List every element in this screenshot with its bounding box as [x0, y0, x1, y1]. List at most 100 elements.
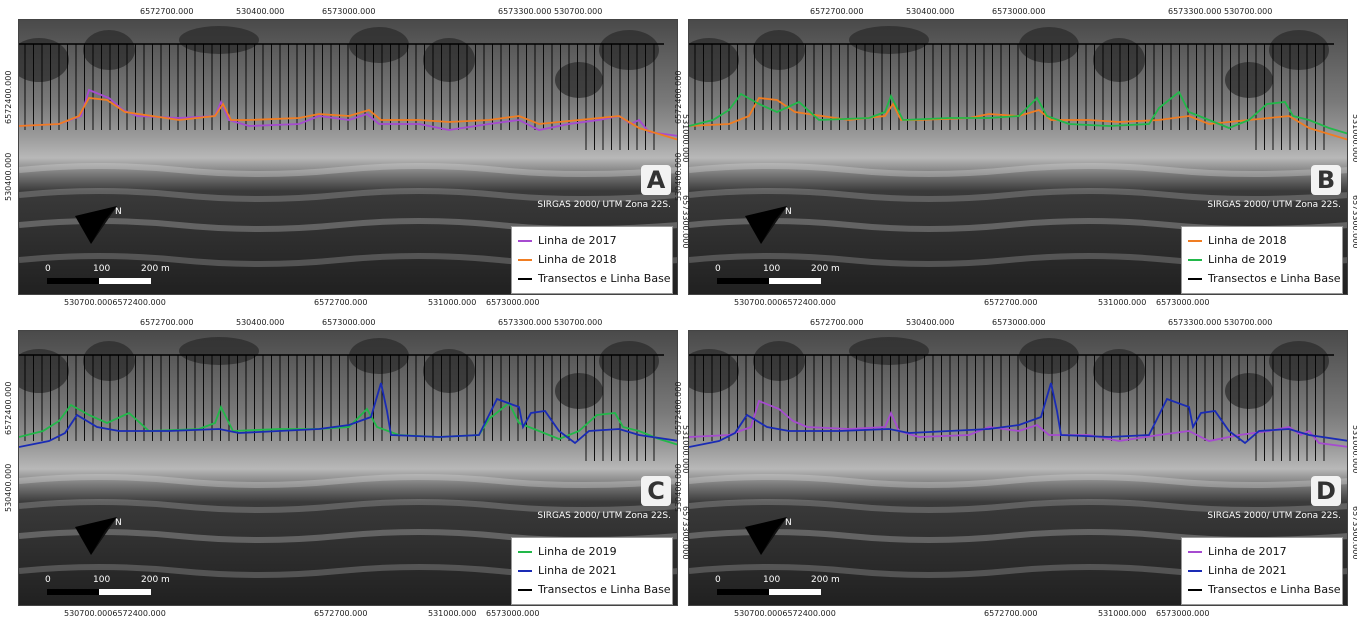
scale-label: 0	[45, 264, 51, 274]
north-arrow-icon: N	[75, 517, 122, 555]
coord-tick-bottom: 6572700.000	[314, 609, 368, 618]
legend-item: Linha de 2019	[518, 542, 666, 561]
coord-tick-top: 530400.000	[236, 318, 285, 327]
coord-tick-top: 6573300.000 530700.000	[1168, 318, 1273, 327]
vegetation-patch	[179, 337, 259, 365]
legend-swatch	[1188, 258, 1202, 261]
surf-band	[19, 474, 677, 488]
scale-label: 100	[763, 264, 781, 274]
coord-tick-bottom: 6573000.000	[486, 298, 540, 307]
scale-label: 200 m	[141, 575, 170, 585]
scale-label: 100	[93, 264, 111, 274]
coord-tick-bottom: 531000.000	[428, 298, 477, 307]
coord-tick-left: 6572400.000	[674, 70, 683, 124]
legend-swatch	[1188, 550, 1202, 553]
crs-label: SIRGAS 2000/ UTM Zona 22S.	[537, 511, 671, 521]
north-arrow-icon: N	[745, 206, 792, 244]
legend-label: Transectos e Linha Base	[1208, 272, 1341, 285]
vegetation-patch	[555, 373, 603, 409]
svg-text:N: N	[785, 518, 792, 528]
legend: Linha de 2018 Linha de 2019 Transectos e L…	[1181, 226, 1343, 294]
vegetation-patch	[1019, 27, 1079, 63]
crs-label: SIRGAS 2000/ UTM Zona 22S.	[1207, 200, 1341, 210]
coord-tick-top: 6572700.000	[810, 318, 864, 327]
legend-item: Linha de 2021	[1188, 561, 1336, 580]
north-arrow-icon: N	[75, 206, 122, 244]
coord-tick-bottom: 530700.0006572400.000	[64, 609, 166, 618]
scale-bar	[47, 278, 151, 284]
scale-bar	[717, 278, 821, 284]
legend-item: Transectos e Linha Base	[1188, 269, 1341, 288]
legend-label: Linha de 2017	[538, 234, 617, 247]
vegetation-patch	[1093, 349, 1145, 393]
coord-tick-top: 6573000.000	[322, 318, 376, 327]
panel-letter: C	[641, 476, 671, 506]
surf-band	[19, 188, 677, 202]
legend-swatch	[518, 258, 532, 261]
vegetation-patch	[753, 30, 805, 70]
vegetation-patch	[849, 26, 929, 54]
surf-band	[689, 188, 1347, 202]
legend-swatch	[1188, 588, 1202, 591]
legend-item: Transectos e Linha Base	[518, 580, 671, 599]
coord-tick-bottom: 6573000.000	[486, 609, 540, 618]
coord-tick-top: 6573300.000 530700.000	[498, 318, 603, 327]
legend-swatch	[1188, 239, 1202, 242]
vegetation-patch	[689, 38, 739, 82]
coord-tick-right: 6573300.000	[1351, 506, 1357, 560]
coord-tick-bottom: 6573000.000	[1156, 609, 1210, 618]
coord-tick-bottom: 6573000.000	[1156, 298, 1210, 307]
vegetation-patch	[753, 341, 805, 381]
legend-label: Transectos e Linha Base	[538, 583, 671, 596]
legend-swatch	[518, 239, 532, 242]
satellite-image: N	[19, 331, 677, 605]
legend-item: Linha de 2017	[518, 231, 666, 250]
map-panel-c: N 0 100 200 m C SIRGAS 2000/ UTM Zona 22S. Li…	[18, 330, 678, 606]
coord-tick-right: 531000.000	[1351, 114, 1357, 163]
coord-tick-left: 530400.000	[4, 152, 13, 201]
legend: Linha de 2017 Linha de 2021 Transectos e L…	[1181, 537, 1343, 605]
legend-label: Linha de 2019	[1208, 253, 1287, 266]
vegetation-patch	[599, 30, 659, 70]
surf-band	[19, 499, 677, 513]
vegetation-patch	[1269, 341, 1329, 381]
coord-tick-bottom: 531000.000	[1098, 298, 1147, 307]
legend-swatch	[518, 588, 532, 591]
legend-item: Linha de 2017	[1188, 542, 1336, 561]
panel-letter: B	[1311, 165, 1341, 195]
svg-text:N: N	[115, 518, 122, 528]
svg-text:N: N	[785, 207, 792, 217]
coord-tick-bottom: 530700.0006572400.000	[734, 609, 836, 618]
crs-label: SIRGAS 2000/ UTM Zona 22S.	[1207, 511, 1341, 521]
map-panel-d: N 0 100 200 m D SIRGAS 2000/ UTM Zona 22S. Li…	[688, 330, 1348, 606]
coord-tick-bottom: 6572700.000	[984, 298, 1038, 307]
scale-label: 100	[93, 575, 111, 585]
coord-tick-right: 6573300.000	[681, 195, 690, 249]
coord-tick-left: 6572400.000	[4, 381, 13, 435]
surf-band	[689, 499, 1347, 513]
north-arrow-icon: N	[745, 517, 792, 555]
vegetation-patch	[1019, 338, 1079, 374]
surf-band	[689, 163, 1347, 177]
scale-label: 200 m	[141, 264, 170, 274]
legend-label: Linha de 2019	[538, 545, 617, 558]
legend-label: Linha de 2021	[538, 564, 617, 577]
legend-item: Linha de 2021	[518, 561, 666, 580]
coord-tick-top: 6572700.000	[810, 7, 864, 16]
legend-label: Linha de 2017	[1208, 545, 1287, 558]
shoreline-line-2018	[689, 97, 1347, 141]
legend-swatch	[1188, 569, 1202, 572]
scale-label: 0	[45, 575, 51, 585]
coord-tick-bottom: 530700.0006572400.000	[734, 298, 836, 307]
coord-tick-top: 530400.000	[906, 318, 955, 327]
vegetation-patch	[849, 337, 929, 365]
scale-label: 200 m	[811, 264, 840, 274]
coord-tick-top: 6573000.000	[322, 7, 376, 16]
crs-label: SIRGAS 2000/ UTM Zona 22S.	[537, 200, 671, 210]
coord-tick-bottom: 530700.0006572400.000	[64, 298, 166, 307]
coord-tick-top: 6572700.000	[140, 318, 194, 327]
coord-tick-bottom: 6572700.000	[314, 298, 368, 307]
scale-bar	[47, 589, 151, 595]
vegetation-patch	[19, 349, 69, 393]
vegetation-patch	[179, 26, 259, 54]
